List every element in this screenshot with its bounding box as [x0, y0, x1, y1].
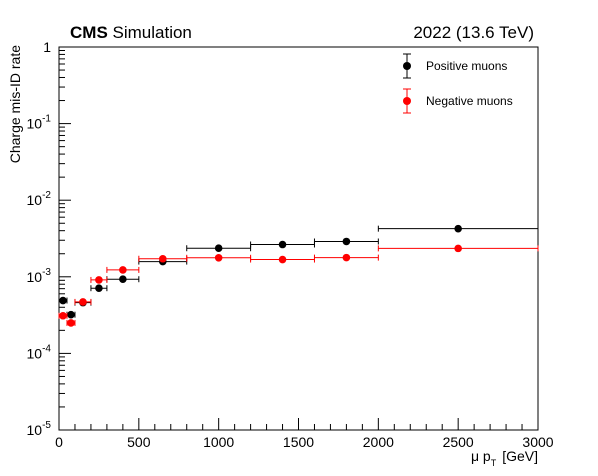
y-tick-label: 10-5 [27, 420, 52, 438]
data-point [59, 311, 67, 320]
y-tick-base: 10 [27, 192, 43, 208]
data-point [119, 266, 127, 274]
x-tick-label: 3000 [522, 434, 553, 450]
y-tick-exponent: -5 [42, 420, 51, 431]
data-point [158, 254, 167, 263]
x-axis-ticks: 0 500 1000 1500 2000 2500 3000 [55, 418, 554, 450]
y-axis-ticks: 10-510-410-310-210-11 [27, 39, 71, 438]
y-tick-base: 10 [27, 116, 43, 132]
data-point [278, 255, 287, 264]
x-axis-title-text: μ p [471, 448, 491, 464]
legend-marker [403, 97, 411, 105]
y-tick-label: 10-4 [27, 343, 52, 361]
y-tick-exponent: -4 [42, 343, 51, 354]
y-tick-label: 10-1 [27, 114, 52, 132]
data-point [95, 276, 103, 284]
x-tick-label: 2000 [363, 434, 394, 450]
x-tick-label: 1500 [283, 434, 314, 450]
data-point [342, 253, 351, 262]
y-tick-exponent: -1 [42, 114, 51, 125]
legend-label: Negative muons [426, 94, 513, 108]
data-point [342, 237, 351, 246]
energy-label: 2022 (13.6 TeV) [413, 23, 534, 42]
y-tick-base: 10 [27, 269, 43, 285]
legend-marker [403, 62, 411, 70]
data-series [58, 224, 539, 327]
series-negative-muons [58, 244, 539, 327]
data-point [214, 244, 223, 253]
data-point [67, 319, 75, 327]
y-tick-label: 10-2 [27, 190, 52, 208]
data-point [278, 240, 287, 249]
simulation-label: Simulation [113, 23, 192, 42]
y-tick-base: 10 [27, 345, 43, 361]
y-tick-exponent: -3 [42, 267, 51, 278]
x-tick-label: 2500 [443, 434, 474, 450]
legend: Positive muons Negative muons [403, 53, 513, 114]
y-tick-base: 10 [27, 422, 43, 438]
y-axis-title: Charge mis-ID rate [7, 45, 23, 163]
data-point [67, 310, 75, 319]
data-point [119, 275, 127, 284]
x-tick-label: 0 [55, 434, 63, 450]
data-point [214, 254, 223, 262]
experiment-label: CMS [70, 23, 108, 42]
legend-label: Positive muons [426, 59, 507, 73]
y-tick-label: 10-3 [27, 267, 52, 285]
data-point [79, 298, 87, 306]
x-tick-label: 500 [127, 434, 151, 450]
chart-header-left: CMS Simulation [70, 23, 192, 42]
data-point [59, 296, 67, 305]
x-axis-title: μ pT [GeV] [471, 448, 538, 468]
x-axis-title-subscript: T [491, 458, 497, 468]
y-tick-label: 1 [43, 39, 51, 55]
data-point [95, 284, 103, 292]
x-tick-label: 1000 [203, 434, 234, 450]
x-axis-title-unit: [GeV] [502, 448, 538, 464]
data-point [454, 224, 462, 233]
data-point [454, 244, 462, 253]
y-tick-exponent: -2 [42, 190, 51, 201]
